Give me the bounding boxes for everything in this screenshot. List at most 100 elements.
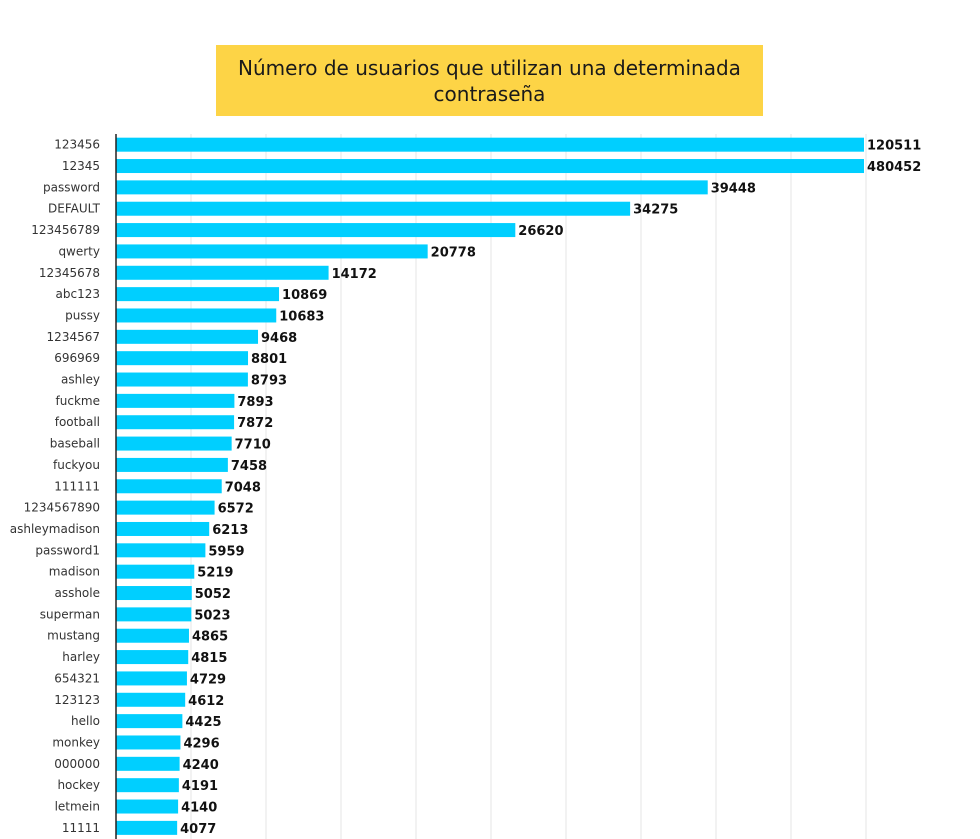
bar	[116, 201, 631, 216]
value-label: 6572	[218, 502, 254, 517]
bar	[116, 607, 192, 622]
value-label: 14172	[332, 267, 377, 282]
category-labels: 123456 12345 password DEFAULT 123456789 qwert…	[10, 138, 101, 835]
bar	[116, 415, 235, 430]
bar	[116, 671, 187, 686]
value-label: 7458	[231, 459, 267, 474]
category-label: superman	[40, 607, 100, 621]
chart-title: Número de usuarios que utilizan una dete…	[216, 45, 763, 116]
category-label: fuckme	[56, 394, 100, 408]
value-label: 26620	[518, 224, 563, 239]
category-label: mustang	[47, 629, 100, 643]
category-label: harley	[62, 650, 100, 664]
category-label: ashleymadison	[10, 522, 100, 536]
category-label: 1234567	[47, 330, 100, 344]
value-label: 5023	[194, 608, 230, 623]
value-labels: 120511 480452 39448 34275 26620 20778 14172 108…	[180, 139, 921, 837]
bar	[116, 308, 277, 323]
category-label: football	[55, 415, 100, 429]
value-label: 39448	[711, 181, 756, 196]
bar	[116, 159, 864, 174]
bar	[116, 628, 189, 643]
value-label: 4425	[185, 715, 221, 730]
value-label: 4191	[182, 779, 218, 794]
bar	[116, 799, 179, 814]
value-label: 5052	[195, 587, 231, 602]
category-label: letmein	[55, 800, 100, 814]
value-label: 7048	[225, 480, 261, 495]
category-label: 123456	[54, 138, 100, 152]
value-label: 7872	[237, 416, 273, 431]
category-label: hockey	[57, 778, 100, 792]
category-label: abc123	[56, 287, 100, 301]
value-label: 8793	[251, 374, 287, 389]
bars	[116, 137, 864, 835]
bar	[116, 586, 192, 601]
category-label: hello	[71, 714, 100, 728]
value-label: 4865	[192, 630, 228, 645]
bar	[116, 650, 189, 665]
bar	[116, 521, 210, 536]
gridlines	[190, 134, 867, 839]
category-label: 654321	[54, 671, 100, 685]
category-label: 123456789	[31, 223, 100, 237]
category-label: pussy	[65, 308, 100, 322]
category-label: monkey	[52, 735, 100, 749]
value-label: 4077	[180, 822, 216, 837]
value-label: 10869	[282, 288, 327, 303]
bar	[116, 735, 181, 750]
category-label: qwerty	[58, 244, 100, 258]
value-label: 4729	[190, 672, 226, 687]
category-label: 1234567890	[24, 501, 100, 515]
bar	[116, 137, 864, 152]
category-label: 696969	[54, 351, 100, 365]
category-label: 123123	[54, 693, 100, 707]
value-label: 7710	[235, 438, 271, 453]
value-label: 10683	[279, 309, 324, 324]
value-label: 6213	[212, 523, 248, 538]
bar	[116, 543, 206, 558]
value-label: 9468	[261, 331, 297, 346]
category-label: fuckyou	[53, 458, 100, 472]
bar	[116, 223, 516, 238]
value-label: 120511	[867, 139, 921, 154]
bar	[116, 756, 180, 771]
value-label: 5959	[208, 544, 244, 559]
value-label: 7893	[237, 395, 273, 410]
bar	[116, 265, 329, 280]
bar	[116, 372, 248, 387]
value-label: 5219	[197, 566, 233, 581]
bar	[116, 564, 195, 579]
bar	[116, 820, 178, 835]
bar	[116, 436, 232, 451]
value-label: 4140	[181, 801, 217, 816]
category-label: baseball	[50, 437, 100, 451]
bar	[116, 351, 249, 366]
bar	[116, 329, 259, 344]
bar	[116, 692, 186, 707]
category-label: DEFAULT	[48, 202, 101, 216]
bar	[116, 778, 179, 793]
category-label: password	[43, 180, 100, 194]
category-label: 12345678	[39, 266, 100, 280]
bar	[116, 457, 228, 472]
bar	[116, 479, 222, 494]
category-label: asshole	[54, 586, 100, 600]
category-label: 000000	[54, 757, 100, 771]
value-label: 4815	[191, 651, 227, 666]
value-label: 34275	[633, 203, 678, 218]
bar	[116, 287, 280, 302]
category-label: madison	[49, 565, 100, 579]
bar	[116, 180, 708, 195]
value-label: 20778	[431, 245, 476, 260]
category-label: 12345	[62, 159, 100, 173]
bar	[116, 714, 183, 729]
category-label: password1	[35, 543, 100, 557]
value-label: 4296	[183, 736, 219, 751]
category-label: ashley	[61, 373, 100, 387]
category-label: 11111	[62, 821, 100, 835]
bar	[116, 393, 235, 408]
bar	[116, 244, 428, 259]
value-label: 480452	[867, 160, 921, 175]
